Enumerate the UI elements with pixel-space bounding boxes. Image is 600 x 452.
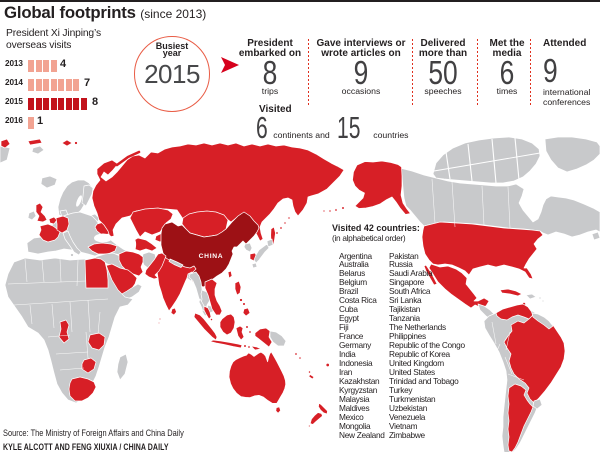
svg-text:CHINA: CHINA xyxy=(199,253,224,260)
